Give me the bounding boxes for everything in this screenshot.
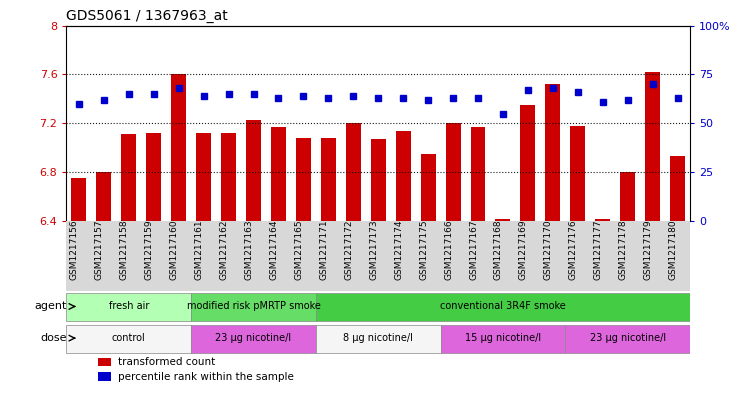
Bar [66,293,191,321]
Bar [441,325,565,353]
Bar [246,120,261,221]
Bar [196,133,211,221]
Text: conventional 3R4F smoke: conventional 3R4F smoke [440,301,566,312]
Text: 15 μg nicotine/l: 15 μg nicotine/l [465,333,541,343]
Bar [471,127,486,221]
Bar [520,105,535,221]
Text: percentile rank within the sample: percentile rank within the sample [117,372,294,382]
Bar [495,219,511,221]
Bar [321,138,336,221]
Text: agent: agent [34,301,66,312]
Bar [545,84,560,221]
Bar [565,325,690,353]
Bar [396,131,410,221]
Bar [72,178,86,221]
Bar [271,127,286,221]
Bar [146,133,161,221]
Bar [570,126,585,221]
Text: control: control [112,333,145,343]
Bar [346,123,361,221]
Bar [316,325,441,353]
Text: 8 μg nicotine/l: 8 μg nicotine/l [343,333,413,343]
Bar [121,134,137,221]
Bar [191,293,316,321]
Bar [316,293,690,321]
Bar [66,325,191,353]
Text: 23 μg nicotine/l: 23 μg nicotine/l [215,333,292,343]
Bar [97,358,111,366]
Text: fresh air: fresh air [108,301,149,312]
Text: dose: dose [40,333,66,343]
Bar [221,133,236,221]
Text: modified risk pMRTP smoke: modified risk pMRTP smoke [187,301,320,312]
Text: GDS5061 / 1367963_at: GDS5061 / 1367963_at [66,9,228,23]
Text: transformed count: transformed count [117,357,215,367]
Bar [296,138,311,221]
Bar [645,72,660,221]
Bar [97,172,111,221]
Bar [446,123,461,221]
Bar [620,172,635,221]
Bar [670,156,685,221]
Bar [171,74,186,221]
Bar [370,139,386,221]
Bar [191,325,316,353]
Bar [596,219,610,221]
Bar [421,154,435,221]
Bar [97,372,111,381]
Text: 23 μg nicotine/l: 23 μg nicotine/l [590,333,666,343]
